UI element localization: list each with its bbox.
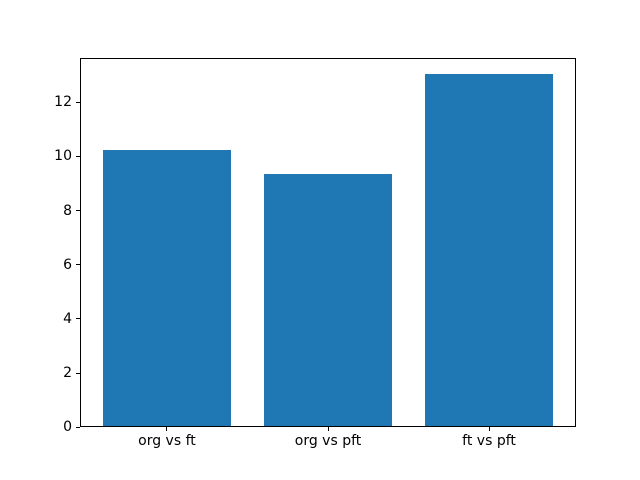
y-tick-label: 12 — [54, 94, 72, 111]
x-tick — [166, 427, 168, 432]
y-tick — [76, 101, 80, 103]
bar-ft-vs-pft — [424, 74, 554, 427]
y-tick — [76, 372, 80, 374]
bar-org-vs-ft — [102, 150, 232, 427]
bar-org-vs-pft — [263, 174, 393, 427]
y-tick — [76, 264, 80, 266]
plot-area — [80, 57, 576, 428]
y-tick-label: 0 — [63, 419, 72, 436]
y-tick-label: 10 — [54, 148, 72, 165]
y-tick-label: 8 — [63, 202, 72, 219]
y-tick-label: 4 — [63, 310, 72, 327]
y-tick-label: 2 — [63, 365, 72, 382]
x-tick-label: org vs ft — [138, 433, 196, 450]
x-tick — [488, 427, 490, 432]
y-tick — [76, 210, 80, 212]
x-tick — [327, 427, 329, 432]
y-tick — [76, 155, 80, 157]
y-tick — [76, 426, 80, 428]
x-tick-label: ft vs pft — [462, 433, 516, 450]
x-tick-label: org vs pft — [294, 433, 362, 450]
y-tick-label: 6 — [63, 256, 72, 273]
y-tick — [76, 318, 80, 320]
